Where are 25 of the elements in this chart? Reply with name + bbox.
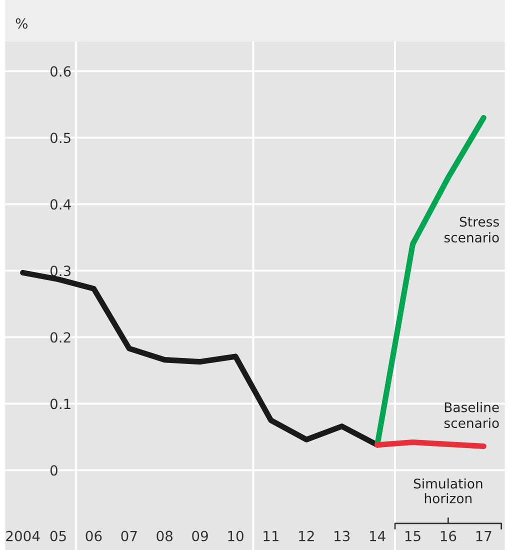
x-tick-label: 08 xyxy=(156,530,172,542)
y-tick-label: 0.5 xyxy=(50,132,70,144)
x-tick-label: 09 xyxy=(192,530,208,542)
series-label: Baseline scenario xyxy=(444,402,499,428)
x-tick-label: 17 xyxy=(476,530,492,542)
x-tick-label: 14 xyxy=(370,530,386,542)
y-tick-label: 0.2 xyxy=(50,332,70,343)
x-tick-label: 07 xyxy=(121,530,137,542)
y-tick-label: 0 xyxy=(50,465,58,476)
x-tick-label: 11 xyxy=(264,530,279,542)
x-tick-label: 16 xyxy=(440,530,456,542)
x-tick-label: 15 xyxy=(405,530,420,542)
x-tick-label: 06 xyxy=(86,530,102,542)
series-label: Stress scenario xyxy=(444,216,499,242)
x-tick-label: 05 xyxy=(50,530,66,542)
x-tick-label: 12 xyxy=(299,530,314,542)
y-axis-title: % xyxy=(16,18,28,29)
y-tick-label: 0.3 xyxy=(50,266,71,276)
x-tick-label: 10 xyxy=(228,530,244,542)
y-tick-label: 0.1 xyxy=(50,398,70,410)
x-tick-label: 2004 xyxy=(6,530,40,542)
y-tick-label: 0.4 xyxy=(50,199,71,210)
y-tick-label: 0.6 xyxy=(50,66,71,77)
x-tick-label: 13 xyxy=(334,530,350,542)
annotation: Simulation horizon xyxy=(414,478,482,504)
